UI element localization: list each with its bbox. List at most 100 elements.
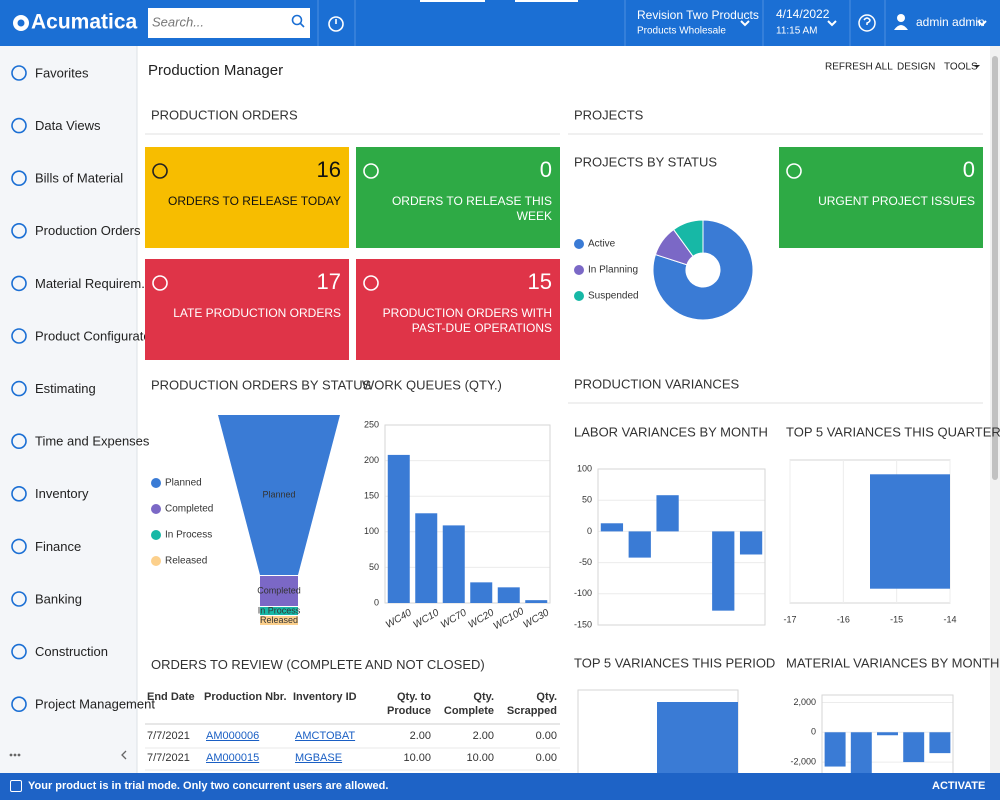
nav-item[interactable]: Inventory <box>35 486 89 501</box>
nav-item[interactable]: Finance <box>35 539 81 554</box>
toolbar-button[interactable]: TOOLS <box>944 62 978 73</box>
search-box[interactable] <box>148 8 310 38</box>
tile-icon <box>363 163 379 179</box>
nav-item[interactable]: Production Orders <box>35 223 141 238</box>
tile-label[interactable]: PRODUCTION ORDERS WITH PAST-DUE OPERATIO… <box>382 306 552 335</box>
more-dots[interactable] <box>9 753 13 757</box>
y-tick-label: 50 <box>582 495 592 505</box>
column-header[interactable]: Qty. Complete <box>443 691 494 717</box>
nav-item[interactable]: Product Configurator <box>35 328 156 343</box>
nav-item[interactable]: Bills of Material <box>35 171 123 186</box>
tile-value[interactable]: 0 <box>962 157 975 182</box>
nav-item[interactable]: Time and Expenses <box>35 434 150 449</box>
nav-item[interactable]: Favorites <box>35 65 89 80</box>
chart-title: TOP 5 VARIANCES THIS PERIOD <box>574 655 775 670</box>
legend-swatch <box>574 239 584 249</box>
nav-icon <box>11 65 27 81</box>
kpi-tile[interactable] <box>779 147 983 248</box>
trial-icon <box>10 780 22 792</box>
nav-icon <box>11 591 27 607</box>
nav-item[interactable]: Construction <box>35 644 108 659</box>
nav-icon <box>11 117 27 134</box>
activate-button[interactable]: ACTIVATE <box>932 780 986 792</box>
legend-label: In Planning <box>588 265 638 276</box>
table-cell: 10.00 <box>466 752 494 764</box>
table-link[interactable]: AM000006 <box>206 730 260 742</box>
funnel-segment <box>260 607 298 615</box>
table-cell: 7/7/2021 <box>147 752 190 764</box>
search-placeholder[interactable]: Search... <box>152 14 204 29</box>
help-icon[interactable] <box>858 14 876 32</box>
tile-label[interactable]: LATE PRODUCTION ORDERS <box>173 306 341 320</box>
nav-item[interactable]: Estimating <box>35 381 96 396</box>
chart-title: MATERIAL VARIANCES BY MONTH <box>786 655 999 670</box>
funnel-segment <box>218 415 340 575</box>
chart-title: WORK QUEUES (QTY.) <box>362 377 502 392</box>
tile-label[interactable]: ORDERS TO RELEASE TODAY <box>168 194 341 208</box>
nav-icon <box>11 485 27 502</box>
column-header[interactable]: End Date <box>147 691 195 703</box>
user-icon <box>897 14 905 22</box>
y-tick-label: -50 <box>579 557 592 567</box>
toolbar-button[interactable]: REFRESH ALL <box>825 62 893 73</box>
table-cell: 2.00 <box>472 730 494 742</box>
tile-value[interactable]: 15 <box>527 269 552 294</box>
collapse-icon[interactable] <box>121 750 127 760</box>
time[interactable]: 11:15 AM <box>776 26 818 37</box>
branch-name[interactable]: Products Wholesale <box>637 26 726 37</box>
column-header[interactable]: Production Nbr. <box>204 691 287 703</box>
chevron <box>827 20 837 27</box>
nav-item[interactable]: Material Requirem... <box>35 276 152 291</box>
table-cell: 2.00 <box>409 730 431 742</box>
table-link[interactable]: AMCTOBAT <box>295 730 356 742</box>
kpi-tile[interactable] <box>356 259 560 360</box>
scrollbar-thumb[interactable] <box>992 56 998 480</box>
user-icon <box>894 25 908 30</box>
tile-value[interactable]: 17 <box>316 269 341 294</box>
tab-indicator <box>515 0 578 2</box>
tile-value[interactable]: 0 <box>539 157 552 182</box>
tile-label[interactable]: ORDERS TO RELEASE THIS WEEK <box>391 194 552 223</box>
legend-swatch <box>151 530 161 540</box>
bar <box>903 732 925 763</box>
history-icon[interactable] <box>328 16 344 32</box>
section-title: PRODUCTION VARIANCES <box>574 376 739 391</box>
tile-label[interactable]: URGENT PROJECT ISSUES <box>818 194 975 208</box>
legend-swatch <box>574 265 584 275</box>
table-link[interactable]: AM000015 <box>206 752 260 764</box>
logo: Acumatica <box>31 11 138 34</box>
kpi-tile[interactable] <box>145 147 349 248</box>
x-tick-label: -14 <box>943 614 956 624</box>
bar <box>739 531 763 555</box>
toolbar-button[interactable]: DESIGN <box>897 62 935 73</box>
y-tick-label: 150 <box>364 491 379 501</box>
legend-label: Suspended <box>588 291 639 302</box>
kpi-tile[interactable] <box>356 147 560 248</box>
bar <box>387 454 410 603</box>
kpi-tile[interactable] <box>145 259 349 360</box>
tile-icon <box>363 275 379 291</box>
search-icon[interactable] <box>291 14 303 26</box>
chevron <box>977 20 987 27</box>
chart-title: TOP 5 VARIANCES THIS QUARTER <box>786 424 1000 439</box>
nav-item[interactable]: Data Views <box>35 118 101 133</box>
nav-item[interactable]: Project Management <box>35 697 155 712</box>
date[interactable]: 4/14/2022 <box>776 7 830 21</box>
x-tick-label: WC20 <box>467 607 497 631</box>
company-name[interactable]: Revision Two Products <box>637 8 759 22</box>
column-header[interactable]: Inventory ID <box>293 691 357 703</box>
plot-frame <box>597 468 766 626</box>
legend-swatch <box>151 556 161 566</box>
column-header[interactable]: Qty. to Produce <box>386 691 431 717</box>
column-header[interactable]: Qty. Scrapped <box>506 691 557 717</box>
bar <box>824 732 846 767</box>
chart-title: PROJECTS BY STATUS <box>574 154 717 169</box>
x-tick-label: -15 <box>890 614 903 624</box>
user-name[interactable]: admin admin <box>916 15 985 29</box>
tile-value[interactable]: 16 <box>316 157 341 182</box>
nav-item[interactable]: Banking <box>35 591 82 606</box>
funnel-segment <box>260 616 298 625</box>
y-tick-label: 100 <box>364 526 379 536</box>
table-link[interactable]: MGBASE <box>295 752 343 764</box>
x-tick-label: WC70 <box>439 607 469 631</box>
